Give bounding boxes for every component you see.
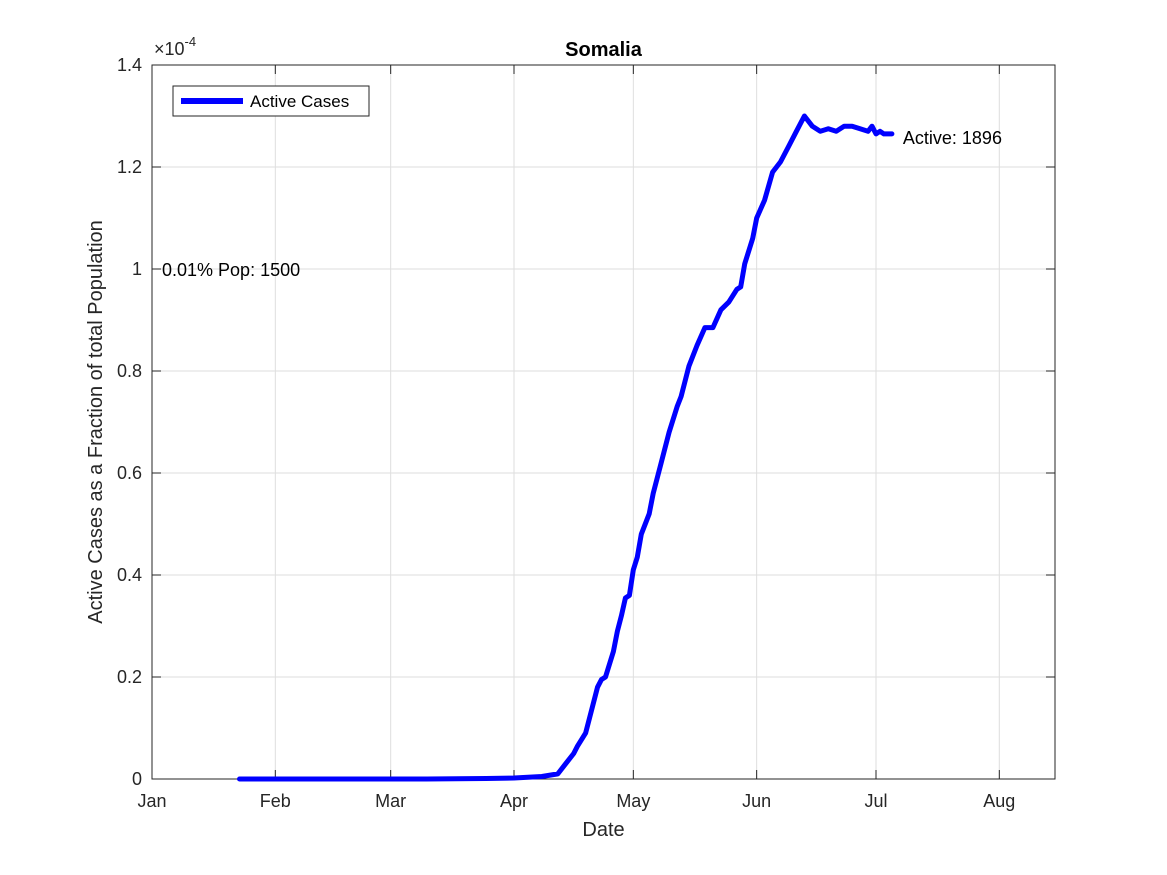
x-tick-label: May xyxy=(616,791,650,811)
series-layer xyxy=(237,113,895,782)
y-tick-label: 0.8 xyxy=(117,361,142,381)
x-tick-label: Jan xyxy=(137,791,166,811)
plot-frame xyxy=(151,64,1056,780)
annotation-population-threshold: 0.01% Pop: 1500 xyxy=(162,260,300,280)
y-exponent-base: ×10 xyxy=(154,39,185,59)
series-line-active-cases xyxy=(237,113,895,782)
x-tick-label: Aug xyxy=(983,791,1015,811)
x-tick-label: Feb xyxy=(260,791,291,811)
y-tick-label: 0.6 xyxy=(117,463,142,483)
y-axis-title: Active Cases as a Fraction of total Popu… xyxy=(85,220,107,624)
tick-layer: Jan Feb Mar Apr May Jun Jul Aug 0 0.2 0.4 0.6 0.8 1 1.… xyxy=(117,55,1055,811)
legend-label-active-cases: Active Cases xyxy=(250,92,349,111)
x-axis-title: Date xyxy=(582,819,624,841)
x-tick-label: Jun xyxy=(742,791,771,811)
y-axis-exponent: ×10-4 xyxy=(154,34,196,59)
annotation-active-count: Active: 1896 xyxy=(903,128,1002,148)
y-exponent-power: -4 xyxy=(185,34,197,49)
legend: Active Cases xyxy=(172,85,370,117)
x-tick-label: Apr xyxy=(500,791,528,811)
y-tick-label: 0.4 xyxy=(117,565,142,585)
y-tick-label: 0 xyxy=(132,769,142,789)
x-tick-label: Mar xyxy=(375,791,406,811)
y-tick-label: 1.4 xyxy=(117,55,142,75)
y-tick-label: 0.2 xyxy=(117,667,142,687)
x-tick-label: Jul xyxy=(864,791,887,811)
y-tick-label: 1.2 xyxy=(117,157,142,177)
y-tick-label: 1 xyxy=(132,259,142,279)
chart-title: Somalia xyxy=(565,39,643,61)
